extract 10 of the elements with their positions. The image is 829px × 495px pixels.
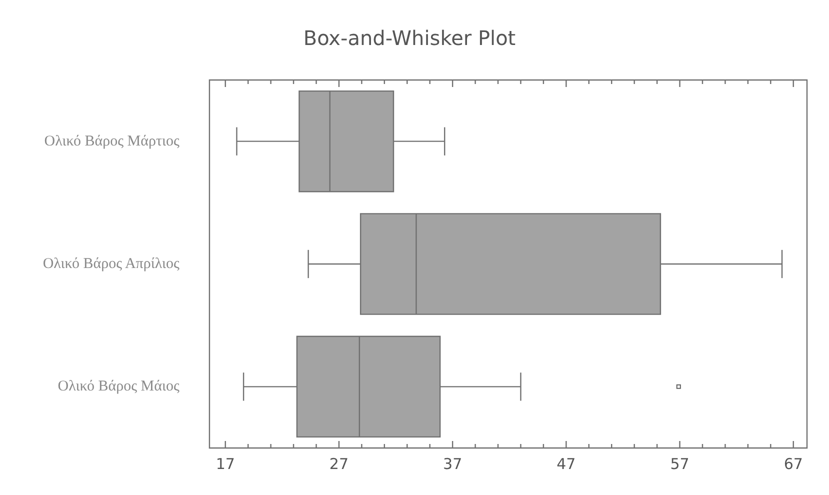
x-tick-label: 47 [556,454,576,473]
x-tick-label: 37 [443,454,462,473]
y-tick-label: Ολικό Βάρος Απρίλιος [42,256,180,272]
x-tick-label: 67 [784,454,803,473]
x-tick-label: 27 [329,454,349,473]
x-tick-label: 57 [670,454,690,473]
y-tick-label: Ολικό Βάρος Μάιος [58,378,180,395]
chart-title: Box-and-Whisker Plot [303,26,516,50]
y-tick-label: Ολικό Βάρος Μάρτιος [44,133,180,150]
x-tick-label: 17 [216,454,235,473]
